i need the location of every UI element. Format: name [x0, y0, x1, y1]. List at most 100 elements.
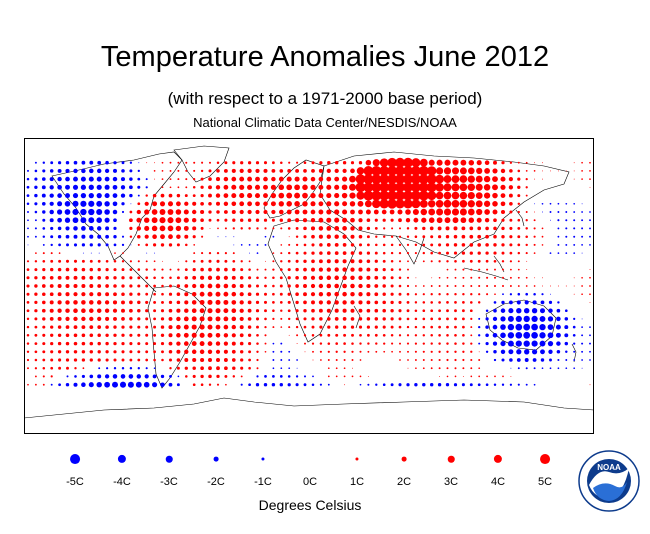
anomaly-dot	[65, 283, 70, 289]
anomaly-dot	[414, 243, 418, 247]
anomaly-dot	[280, 359, 283, 361]
anomaly-dot	[89, 300, 94, 305]
anomaly-dot	[288, 334, 290, 336]
anomaly-dot	[342, 209, 348, 215]
anomaly-dot	[57, 325, 62, 329]
anomaly-dot	[65, 259, 70, 263]
anomaly-dot	[459, 175, 468, 183]
anomaly-dot	[137, 292, 141, 296]
anomaly-dot	[573, 162, 575, 164]
anomaly-dot	[311, 259, 315, 264]
anomaly-dot	[399, 350, 401, 353]
anomaly-dot	[310, 226, 316, 231]
anomaly-dot	[573, 367, 576, 370]
anomaly-dot	[350, 267, 355, 272]
anomaly-dot	[541, 244, 544, 246]
anomaly-dot	[366, 292, 371, 297]
anomaly-dot	[287, 259, 291, 263]
anomaly-dot	[42, 243, 45, 246]
anomaly-dot	[207, 308, 213, 314]
anomaly-dot	[58, 366, 62, 370]
anomaly-dot	[73, 325, 78, 329]
anomaly-dot	[231, 358, 236, 362]
anomaly-dot	[272, 292, 275, 296]
anomaly-dot	[460, 159, 467, 166]
anomaly-dot	[113, 358, 117, 362]
anomaly-dot	[42, 366, 46, 370]
anomaly-dot	[469, 259, 473, 263]
anomaly-dot	[517, 185, 521, 189]
anomaly-dot	[364, 200, 372, 208]
anomaly-dot	[493, 234, 497, 239]
anomaly-dot	[500, 341, 506, 347]
anomaly-dot	[516, 349, 522, 355]
anomaly-dot	[264, 227, 267, 230]
anomaly-dot	[248, 350, 252, 354]
anomaly-dot	[517, 383, 520, 386]
anomaly-dot	[334, 160, 339, 165]
anomaly-dot	[89, 358, 93, 362]
anomaly-dot	[184, 284, 189, 288]
anomaly-dot	[239, 316, 244, 321]
anomaly-dot	[27, 219, 29, 222]
anomaly-dot	[422, 334, 426, 337]
anomaly-dot	[500, 176, 506, 182]
anomaly-dot	[508, 349, 514, 355]
anomaly-dot	[387, 198, 397, 209]
anomaly-dot	[422, 293, 425, 296]
anomaly-dot	[184, 292, 189, 297]
anomaly-dot	[550, 293, 551, 295]
anomaly-dot	[88, 208, 95, 216]
anomaly-dot	[41, 308, 46, 313]
anomaly-dot	[500, 332, 506, 339]
anomaly-dot	[548, 308, 553, 313]
anomaly-dot	[169, 374, 172, 378]
anomaly-dot	[302, 201, 308, 207]
anomaly-dot	[34, 300, 38, 304]
anomaly-dot	[414, 350, 417, 353]
anomaly-dot	[470, 367, 473, 370]
anomaly-dot	[319, 317, 323, 321]
anomaly-dot	[524, 349, 530, 355]
anomaly-dot	[129, 342, 133, 346]
anomaly-dot	[113, 276, 117, 280]
anomaly-dot	[526, 269, 528, 271]
anomaly-dot	[113, 316, 117, 321]
anomaly-dot	[239, 284, 244, 288]
anomaly-dot	[534, 277, 536, 279]
anomaly-dot	[64, 217, 71, 223]
anomaly-dot	[105, 325, 109, 329]
anomaly-dot	[565, 367, 568, 370]
anomaly-dot	[334, 308, 339, 313]
legend-label: 3C	[443, 476, 459, 488]
anomaly-dot	[438, 276, 441, 279]
anomaly-dot	[422, 325, 426, 329]
anomaly-dot	[121, 260, 125, 263]
anomaly-dot	[145, 292, 149, 296]
anomaly-dot	[406, 325, 410, 329]
anomaly-dot	[356, 167, 365, 175]
anomaly-dot	[272, 375, 275, 378]
anomaly-dot	[358, 251, 363, 255]
anomaly-dot	[476, 160, 482, 166]
anomaly-dot	[88, 184, 94, 190]
anomaly-dot	[342, 201, 348, 207]
anomaly-dot	[231, 300, 237, 305]
anomaly-dot	[446, 292, 449, 296]
anomaly-dot	[366, 308, 371, 313]
anomaly-dot	[152, 234, 157, 240]
anomaly-dot	[263, 210, 268, 214]
anomaly-dot	[581, 342, 584, 345]
anomaly-dot	[334, 251, 339, 255]
anomaly-dot	[90, 252, 92, 254]
anomaly-dot	[542, 277, 543, 279]
anomaly-dot	[73, 176, 78, 182]
anomaly-dot	[88, 226, 94, 231]
anomaly-dot	[515, 331, 523, 339]
anomaly-dot	[80, 200, 87, 207]
anomaly-dot	[581, 235, 584, 238]
anomaly-dot	[342, 300, 347, 305]
anomaly-dot	[296, 161, 299, 164]
anomaly-dot	[208, 193, 212, 198]
anomaly-dot	[232, 161, 236, 165]
